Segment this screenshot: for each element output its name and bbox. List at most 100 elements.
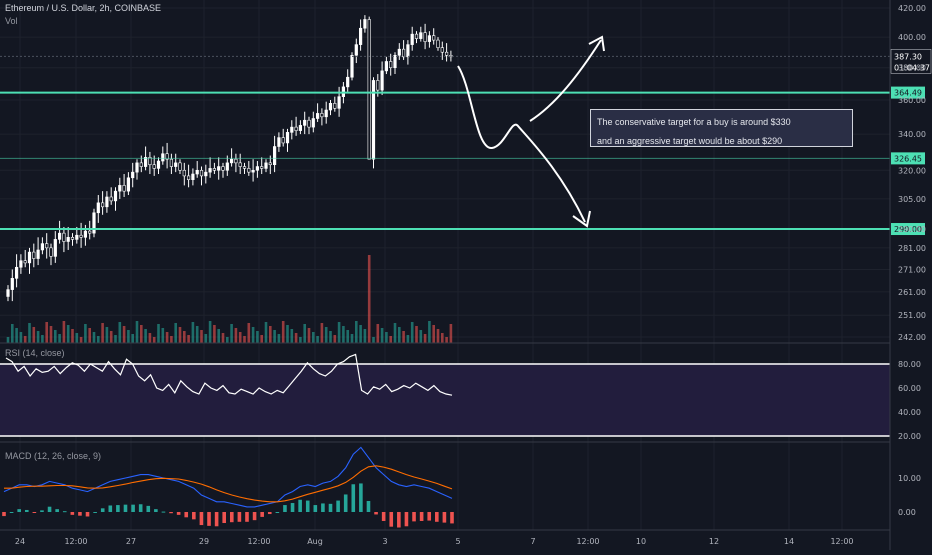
time-tick-label: 5 <box>455 537 460 546</box>
macd-histogram-bar <box>184 512 189 518</box>
price-tick-label: 320.00 <box>898 166 926 175</box>
level-badge-label: 364.49 <box>894 89 922 98</box>
macd-histogram-bar <box>260 512 264 517</box>
volume-bar <box>97 336 100 343</box>
candle <box>148 157 152 166</box>
candle <box>182 169 186 177</box>
volume-bar <box>277 334 281 343</box>
price-tick-label: 360.00 <box>898 96 926 105</box>
volume-bar <box>131 334 134 343</box>
time-tick-label: 14 <box>784 537 794 546</box>
arrow-head-up <box>588 35 605 52</box>
volume-bar <box>71 329 74 343</box>
macd-histogram-bar <box>17 509 21 512</box>
macd-histogram-bar <box>450 512 454 524</box>
price-tick-label: 420.00 <box>898 4 926 13</box>
volume-bar <box>140 325 143 343</box>
candle <box>363 19 367 29</box>
macd-histogram-bar <box>245 512 249 522</box>
volume-bar <box>441 333 444 343</box>
price-tick-label: 242.00 <box>898 333 926 342</box>
macd-histogram-bar <box>176 512 181 515</box>
volume-bar <box>36 331 40 343</box>
candle <box>40 243 44 251</box>
volume-bar <box>238 332 242 343</box>
level-badge-label: 290.00 <box>894 225 922 234</box>
candle <box>221 166 225 171</box>
candle <box>238 162 242 167</box>
macd-histogram-bar <box>419 512 424 521</box>
time-tick-label: 10 <box>636 537 646 546</box>
macd-histogram-bar <box>2 512 6 517</box>
volume-bar <box>84 324 87 343</box>
volume-bar <box>380 328 384 343</box>
volume-bar <box>165 332 169 343</box>
candle <box>255 166 260 171</box>
volume-bar <box>152 337 156 343</box>
time-tick-label: 7 <box>530 537 535 546</box>
candle <box>333 103 337 109</box>
macd-tick-label: 10.00 <box>898 474 921 483</box>
price-tick-label: 281.00 <box>898 244 926 253</box>
projection-down-arrow[interactable] <box>457 65 586 223</box>
macd-histogram-bar <box>237 512 242 522</box>
volume-bar <box>174 323 177 343</box>
volume-bar <box>92 332 96 343</box>
volume-bar <box>359 325 362 343</box>
candle <box>45 243 49 249</box>
volume-bar <box>333 335 337 343</box>
volume-bar <box>415 326 418 343</box>
volume-bar <box>15 328 18 343</box>
volume-bar <box>66 325 70 343</box>
candle <box>152 164 156 169</box>
candle <box>419 32 423 39</box>
candle <box>393 54 397 69</box>
macd-histogram-bar <box>336 500 340 512</box>
candle <box>328 103 333 111</box>
macd-histogram-bar <box>108 505 113 512</box>
macd-tick-label: 0.00 <box>898 508 916 517</box>
candle <box>230 158 234 164</box>
volume-bar <box>264 322 268 343</box>
volume-bar <box>363 329 367 343</box>
volume-bar <box>183 331 186 343</box>
macd-line <box>3 446 453 508</box>
countdown-label: 01:04:37 <box>894 63 930 72</box>
price-tick-label: 305.00 <box>898 195 926 204</box>
macd-histogram-bar <box>397 512 401 528</box>
candle <box>174 162 178 167</box>
macd-histogram-bar <box>55 509 59 512</box>
candle <box>410 33 414 45</box>
macd-histogram-bar <box>9 512 14 513</box>
price-tick-label: 400.00 <box>898 33 926 42</box>
candle <box>311 118 315 128</box>
volume-bar <box>436 329 440 343</box>
projection-up-arrow[interactable] <box>529 39 602 122</box>
candle <box>281 137 285 144</box>
time-tick-label: 12:00 <box>576 537 599 546</box>
candle <box>83 230 87 238</box>
candle <box>376 80 380 91</box>
candle <box>101 202 105 208</box>
candle <box>199 169 204 177</box>
annotation-box[interactable]: The conservative target for a buy is aro… <box>590 109 853 147</box>
volume-bar <box>6 337 10 343</box>
macd-histogram-bar <box>123 504 128 512</box>
candle <box>139 162 143 167</box>
macd-histogram-bar <box>313 505 318 512</box>
macd-histogram-bar <box>374 512 378 515</box>
macd-histogram-bar <box>366 500 371 512</box>
volume-bar <box>41 335 44 343</box>
macd-histogram-bar <box>146 505 151 512</box>
candle <box>337 96 341 109</box>
volume-bar <box>79 337 83 343</box>
volume-bar <box>217 329 220 343</box>
candle <box>436 39 440 48</box>
time-tick-label: 29 <box>199 537 209 546</box>
candle <box>427 35 432 42</box>
volume-bar <box>28 323 31 343</box>
candle <box>242 166 247 169</box>
arrow-head-down <box>572 210 591 228</box>
